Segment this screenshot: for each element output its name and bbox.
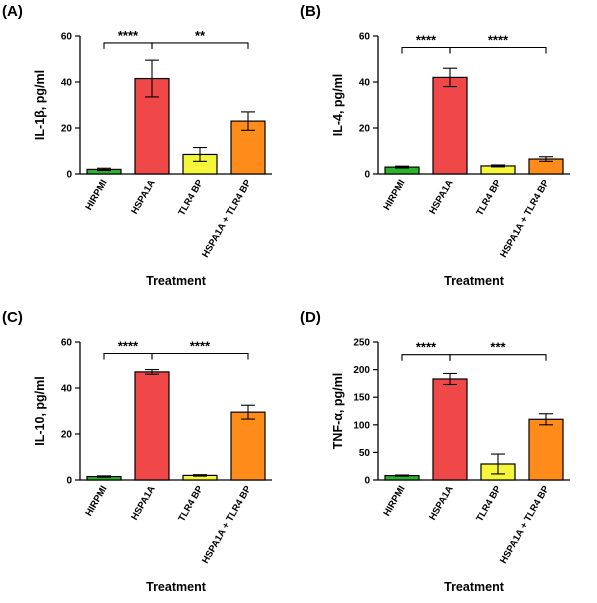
bar — [432, 76, 468, 175]
panel-d: (D) 0 50 100 150 200 250 TNF-α, pg/ml HIRPMI HSPA… — [298, 306, 596, 603]
significance-label: **** — [488, 33, 509, 48]
bar — [432, 378, 468, 481]
category-label: HIRPMI — [83, 178, 109, 212]
significance-bracket — [103, 42, 153, 49]
bar — [230, 411, 266, 481]
category-label: HIRPMI — [381, 178, 407, 212]
y-tick-label: 0 — [66, 476, 72, 487]
panel-b: (B) 0 20 40 60 IL-4, pg/ml HIRPMI HSPA1A TLR4 BP… — [298, 0, 596, 297]
category-label: HSPA1A + TLR4 BP — [498, 177, 552, 259]
y-axis-label: IL-10, pg/ml — [33, 376, 47, 445]
significance-label: *** — [490, 340, 506, 355]
bar — [528, 418, 564, 481]
category-label: TLR4 BP — [176, 483, 206, 523]
chart-svg: (A) 0 20 40 60 IL-1β, pg/ml HIRPMI HSPA1A TLR4 B… — [2, 3, 272, 288]
significance-bracket — [401, 354, 451, 361]
panel-label: (B) — [300, 3, 321, 20]
category-label: HSPA1A + TLR4 BP — [200, 483, 254, 565]
y-tick-label: 20 — [61, 430, 73, 441]
y-tick-label: 40 — [61, 384, 73, 395]
y-tick-label: 60 — [61, 338, 73, 349]
y-tick-label: 200 — [353, 365, 370, 376]
category-label: HSPA1A — [129, 484, 158, 522]
panel-a: (A) 0 20 40 60 IL-1β, pg/ml HIRPMI HSPA1A TLR4 B… — [0, 0, 298, 297]
x-axis-label: Treatment — [444, 580, 505, 594]
category-label: HSPA1A — [427, 178, 456, 216]
significance-label: **** — [416, 340, 437, 355]
chart-svg: (D) 0 50 100 150 200 250 TNF-α, pg/ml HIRPMI HSPA… — [300, 309, 570, 594]
y-tick-label: 60 — [359, 32, 371, 43]
significance-label: **** — [416, 33, 437, 48]
x-axis-label: Treatment — [444, 274, 505, 288]
y-tick-label: 40 — [359, 78, 371, 89]
x-axis-label: Treatment — [146, 274, 207, 288]
bar — [134, 371, 170, 481]
category-label: TLR4 BP — [474, 483, 504, 523]
y-tick-label: 40 — [61, 78, 73, 89]
x-axis-label: Treatment — [146, 580, 207, 594]
chart-svg: (C) 0 20 40 60 IL-10, pg/ml HIRPMI HSPA1A TLR4 B… — [2, 309, 272, 594]
y-tick-label: 0 — [66, 170, 72, 181]
significance-bracket — [103, 352, 153, 360]
y-axis-label: TNF-α, pg/ml — [331, 373, 345, 449]
significance-bracket — [151, 42, 249, 49]
significance-label: **** — [118, 339, 139, 354]
panel-label: (D) — [300, 309, 321, 326]
y-tick-label: 150 — [353, 393, 370, 404]
category-label: HIRPMI — [83, 484, 109, 518]
y-tick-label: 20 — [61, 124, 73, 135]
category-label: TLR4 BP — [474, 177, 504, 217]
y-tick-label: 60 — [61, 32, 73, 43]
significance-label: ** — [195, 28, 206, 43]
y-tick-label: 0 — [364, 476, 370, 487]
chart-svg: (B) 0 20 40 60 IL-4, pg/ml HIRPMI HSPA1A TLR4 BP… — [300, 3, 570, 288]
y-axis-label: IL-4, pg/ml — [331, 74, 345, 137]
significance-bracket — [449, 46, 547, 54]
category-label: HIRPMI — [381, 484, 407, 518]
y-tick-label: 250 — [353, 338, 370, 349]
significance-bracket — [401, 46, 451, 54]
category-label: HSPA1A + TLR4 BP — [498, 483, 552, 565]
category-label: TLR4 BP — [176, 177, 206, 217]
category-label: HSPA1A — [427, 484, 456, 522]
category-label: HSPA1A + TLR4 BP — [200, 177, 254, 259]
significance-bracket — [151, 352, 249, 360]
panel-label: (C) — [2, 309, 23, 326]
panel-label: (A) — [2, 3, 23, 20]
significance-label: **** — [190, 339, 211, 354]
significance-bracket — [449, 354, 547, 361]
y-tick-label: 50 — [359, 448, 371, 459]
panel-c: (C) 0 20 40 60 IL-10, pg/ml HIRPMI HSPA1A TLR4 B… — [0, 306, 298, 603]
y-axis-label: IL-1β, pg/ml — [33, 70, 47, 140]
y-tick-label: 0 — [364, 170, 370, 181]
significance-label: **** — [118, 28, 139, 43]
y-tick-label: 100 — [353, 420, 370, 431]
category-label: HSPA1A — [129, 178, 158, 216]
y-tick-label: 20 — [359, 124, 371, 135]
